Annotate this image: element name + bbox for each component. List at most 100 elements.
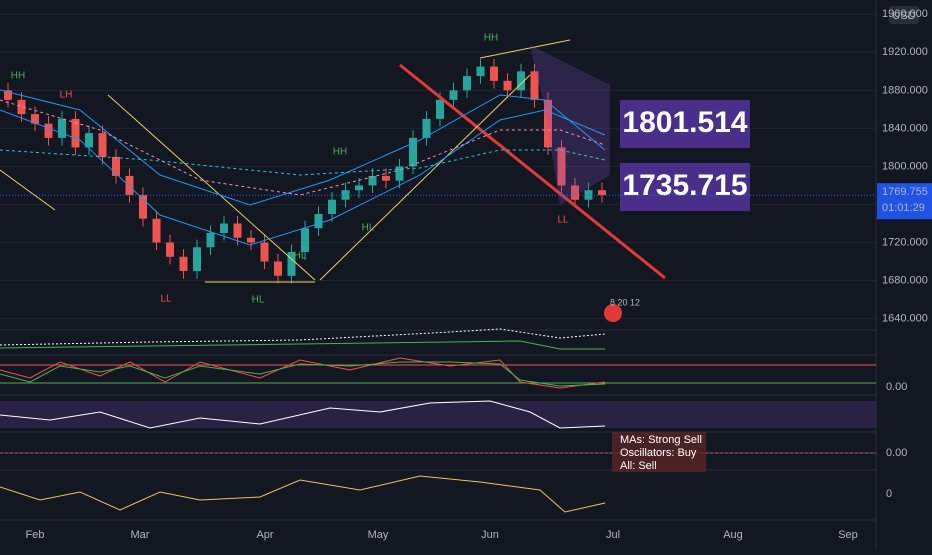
candle-body <box>274 261 282 276</box>
event-icon: 8 20 12 <box>604 297 640 322</box>
candle-body <box>301 228 309 253</box>
candle-body <box>476 66 485 77</box>
summary-line: Oscillators: Buy <box>620 447 697 459</box>
y-tick-label: 1720.000 <box>882 236 928 248</box>
candle-body <box>395 166 404 181</box>
x-tick-label: May <box>368 529 389 541</box>
summary-line: All: Sell <box>620 460 657 472</box>
candle-body <box>260 242 269 262</box>
currency-badge <box>889 6 919 24</box>
countdown: 01:01:29 <box>882 202 925 214</box>
summary-line: MAs: Strong Sell <box>620 434 702 446</box>
pattern-label: HH <box>484 33 498 44</box>
candle-body <box>328 199 336 214</box>
zone <box>530 45 610 205</box>
candle-body <box>206 232 215 248</box>
band <box>0 89 606 206</box>
y-tick-label: 1920.000 <box>882 46 928 58</box>
y-tick-label: 1800.000 <box>882 160 928 172</box>
rsi <box>0 400 606 429</box>
candle-body <box>44 123 53 138</box>
candle-body <box>58 118 66 138</box>
last-price-box <box>877 183 932 220</box>
candle-body <box>490 66 498 81</box>
candle-body <box>409 137 417 167</box>
candle-body <box>436 99 444 119</box>
candle-body <box>571 185 579 200</box>
candle-body <box>85 133 93 148</box>
pattern-label: HL <box>294 251 307 262</box>
candle-body <box>112 156 120 176</box>
candle-body <box>98 133 107 157</box>
candle-body <box>166 242 174 257</box>
trend-line <box>479 39 571 59</box>
candle-body <box>287 252 296 276</box>
x-tick-label: Aug <box>723 529 743 541</box>
momentum <box>0 475 606 513</box>
callout: 1801.514 1735.715 <box>620 100 750 211</box>
candle-body <box>179 256 188 272</box>
candle-body <box>544 99 552 148</box>
pattern-label: HL <box>252 295 265 306</box>
pattern-label: LL <box>160 294 172 305</box>
indicator-tick-label: 0.00 <box>886 447 907 459</box>
trend-line <box>0 169 56 211</box>
candle-body <box>449 90 458 100</box>
trend-line <box>107 94 316 281</box>
callout-text: 1801.514 <box>622 106 747 139</box>
last-price: 1769.755 <box>882 186 928 198</box>
ma <box>0 149 606 176</box>
y-tick-label: 1880.000 <box>882 84 928 96</box>
y-tick-label: 1680.000 <box>882 274 928 286</box>
rsi-band <box>0 401 876 428</box>
pattern-label: HH <box>11 71 25 82</box>
currency: USD <box>892 10 915 22</box>
ma-ribbon <box>0 340 605 350</box>
candle-body <box>368 175 377 186</box>
y-tick-label: 1960.000 <box>882 8 928 20</box>
x-tick-label: Jul <box>606 529 620 541</box>
candle-body <box>355 185 363 191</box>
event-label: 8 20 12 <box>610 297 640 307</box>
band <box>0 109 606 246</box>
pattern-label: HL <box>362 223 375 234</box>
candle-body <box>233 223 242 238</box>
candle-body <box>598 190 606 195</box>
y-tick-label: 1640.000 <box>882 312 928 324</box>
candle-body <box>152 218 161 243</box>
pane-separators <box>0 0 877 550</box>
x-tick-label: Apr <box>256 529 273 541</box>
candle-body <box>463 76 471 91</box>
candle-body <box>517 71 525 91</box>
indicator-tick-label: 0.00 <box>886 381 907 393</box>
x-tick-label: Sep <box>838 529 858 541</box>
candle-body <box>17 99 26 115</box>
pattern-label: LL <box>557 215 569 226</box>
trend-line <box>319 74 531 281</box>
x-tick-label: Mar <box>131 529 150 541</box>
candle-body <box>125 175 134 195</box>
candle-body <box>530 71 539 100</box>
candle-body <box>314 213 323 229</box>
summary: MAs: Strong Sell Oscillators: Buy All: S… <box>612 432 706 472</box>
stoch <box>0 361 606 387</box>
candle-body <box>193 247 201 272</box>
candle-body <box>31 114 39 124</box>
indicator-tick-label: 0 <box>886 488 892 500</box>
candle-body <box>422 118 431 138</box>
y-tick-label: 1840.000 <box>882 122 928 134</box>
candle-body <box>4 90 12 100</box>
candle-body <box>220 223 228 233</box>
candle-body <box>71 118 80 148</box>
x-tick-label: Feb <box>26 529 45 541</box>
ma <box>0 99 606 196</box>
candle-body <box>557 147 566 186</box>
callout-text: 1735.715 <box>622 169 747 202</box>
candle-body <box>382 175 390 181</box>
candle-body <box>139 194 147 219</box>
candle-body <box>503 80 512 91</box>
ma-ribbon <box>0 328 606 346</box>
pattern-label: LH <box>60 90 73 101</box>
